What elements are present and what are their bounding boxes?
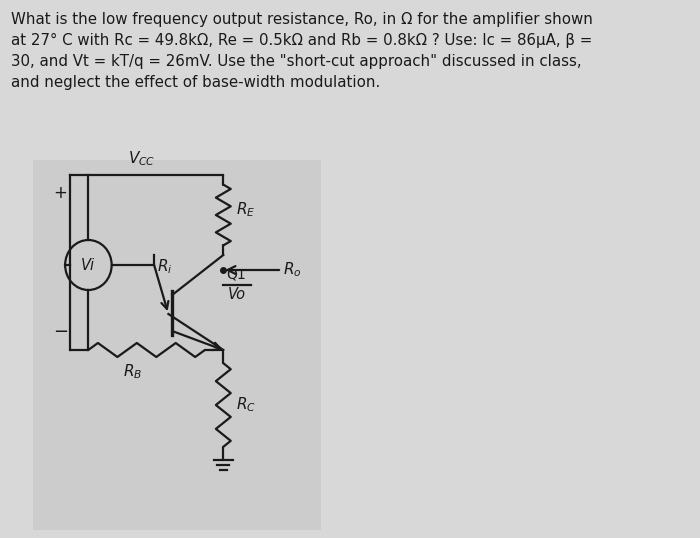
Text: $V_{CC}$: $V_{CC}$	[128, 150, 155, 168]
FancyBboxPatch shape	[33, 160, 321, 530]
Text: Vo: Vo	[228, 287, 246, 302]
Text: Vi: Vi	[81, 258, 95, 273]
Text: $R_B$: $R_B$	[123, 362, 142, 381]
Text: Q1: Q1	[226, 267, 246, 281]
Text: $R_E$: $R_E$	[237, 201, 256, 220]
Text: $R_C$: $R_C$	[237, 395, 256, 414]
Text: $R_i$: $R_i$	[158, 257, 173, 275]
Text: −: −	[53, 323, 68, 341]
Text: $R_o$: $R_o$	[283, 260, 302, 279]
Text: +: +	[53, 184, 67, 202]
Text: What is the low frequency output resistance, Ro, in Ω for the amplifier shown
at: What is the low frequency output resista…	[11, 12, 593, 90]
